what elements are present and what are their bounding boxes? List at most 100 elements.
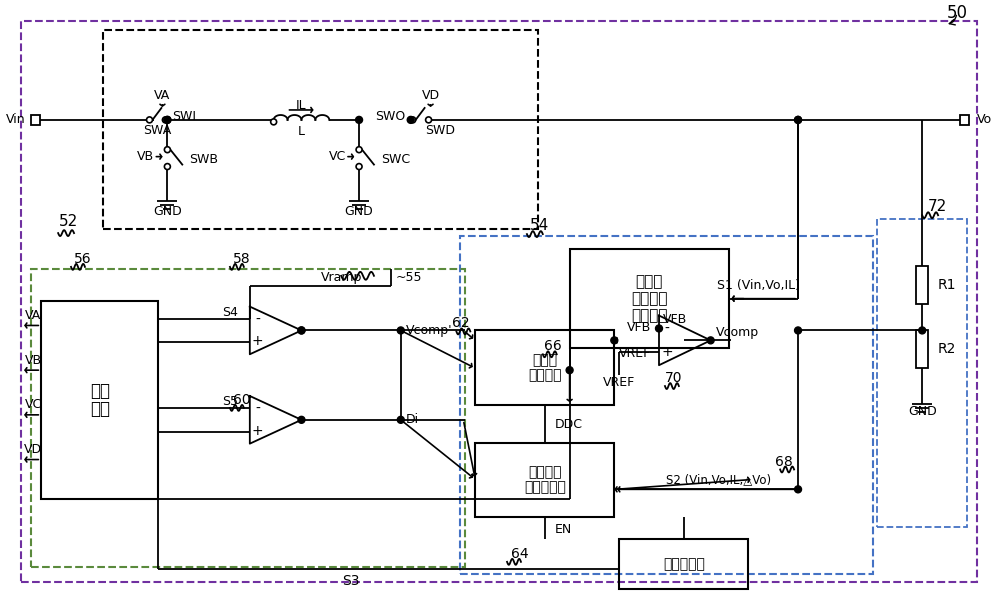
Bar (475, 330, 614, 405)
Text: VA: VA (25, 309, 41, 322)
Bar (570, 249, 729, 348)
Text: 脉冲省略: 脉冲省略 (631, 308, 667, 323)
Text: +: + (661, 345, 673, 359)
Text: Di: Di (406, 413, 419, 426)
Text: Vin: Vin (6, 113, 25, 127)
Text: L: L (298, 125, 305, 139)
Circle shape (795, 486, 802, 493)
Circle shape (298, 327, 305, 334)
Text: VB: VB (25, 354, 42, 367)
Bar (103, 30, 538, 229)
Text: VREF: VREF (619, 347, 651, 360)
Text: EN: EN (555, 522, 572, 536)
Bar (916, 330, 928, 368)
Text: S1 (Vin,Vo,IL): S1 (Vin,Vo,IL) (717, 279, 800, 293)
Circle shape (164, 116, 171, 124)
Text: 60: 60 (233, 393, 251, 407)
Text: 72: 72 (927, 199, 947, 214)
Bar (31, 115, 40, 125)
Circle shape (611, 337, 618, 344)
Circle shape (271, 119, 277, 125)
Text: 侦测器: 侦测器 (635, 274, 663, 289)
Circle shape (795, 116, 802, 124)
Text: SWD: SWD (426, 124, 456, 137)
Text: SWB: SWB (189, 153, 218, 166)
Text: 补偿器: 补偿器 (532, 353, 557, 367)
Circle shape (397, 416, 404, 423)
Text: +: + (252, 334, 264, 349)
Text: S3: S3 (342, 574, 360, 587)
Text: VD: VD (24, 443, 42, 456)
Text: S2 (Vin,Vo,IL,△Vo): S2 (Vin,Vo,IL,△Vo) (666, 473, 771, 486)
Text: 56: 56 (74, 252, 92, 266)
Text: 52: 52 (58, 214, 78, 229)
Text: 62: 62 (452, 316, 469, 331)
Text: 模式选择器: 模式选择器 (663, 557, 705, 571)
Circle shape (407, 116, 414, 124)
Text: 动态工作周: 动态工作周 (524, 481, 566, 494)
Text: GND: GND (153, 205, 182, 218)
Text: SWA: SWA (143, 124, 172, 137)
Text: 50: 50 (946, 4, 967, 21)
Text: VREF: VREF (603, 376, 635, 389)
Text: -: - (255, 312, 260, 327)
Text: 工作周期: 工作周期 (528, 368, 562, 382)
Text: VFB: VFB (663, 313, 687, 326)
Bar (619, 539, 748, 589)
Text: R1: R1 (938, 278, 956, 292)
Bar (916, 266, 928, 304)
Text: SWC: SWC (381, 153, 410, 166)
Circle shape (356, 116, 363, 124)
Bar (960, 115, 969, 125)
Circle shape (162, 117, 168, 123)
Text: VB: VB (137, 150, 154, 163)
Circle shape (356, 164, 362, 170)
Text: 58: 58 (233, 252, 251, 266)
Text: 电路: 电路 (90, 381, 110, 400)
Text: 54: 54 (530, 218, 549, 233)
Text: SWI: SWI (172, 110, 196, 124)
Text: ~55: ~55 (396, 271, 422, 284)
Text: VFB: VFB (627, 321, 651, 334)
Text: DDC: DDC (555, 418, 583, 431)
Text: Vcomp: Vcomp (716, 326, 759, 339)
Circle shape (566, 367, 573, 374)
Text: VC: VC (329, 150, 346, 163)
Bar (877, 219, 967, 527)
Text: Vcomp': Vcomp' (406, 324, 452, 337)
Circle shape (298, 416, 305, 423)
Text: GND: GND (908, 405, 937, 418)
Circle shape (164, 147, 170, 153)
Text: 66: 66 (544, 339, 562, 353)
Bar (31, 269, 465, 567)
Circle shape (147, 117, 152, 123)
Text: 68: 68 (775, 454, 793, 469)
Circle shape (707, 337, 714, 344)
Circle shape (164, 164, 170, 170)
Bar (460, 236, 873, 574)
Circle shape (298, 327, 305, 334)
Text: +: + (252, 424, 264, 438)
Bar (475, 442, 614, 517)
Text: 期产生器: 期产生器 (528, 465, 562, 479)
Text: Vo: Vo (977, 113, 992, 127)
Text: VA: VA (154, 88, 171, 101)
Text: VC: VC (25, 398, 42, 411)
Text: GND: GND (345, 205, 373, 218)
Text: -: - (255, 402, 260, 416)
Text: -: - (665, 322, 669, 336)
Circle shape (356, 147, 362, 153)
Circle shape (656, 325, 662, 332)
Text: 模式箱制: 模式箱制 (631, 291, 667, 306)
Text: IL: IL (296, 100, 307, 112)
Text: SWO: SWO (375, 110, 406, 124)
Circle shape (795, 327, 802, 334)
Text: VD: VD (422, 88, 440, 101)
Text: R2: R2 (938, 342, 956, 356)
Bar (41, 301, 158, 499)
Circle shape (397, 327, 404, 334)
Text: Vramp: Vramp (320, 271, 362, 284)
Text: S5: S5 (222, 395, 238, 408)
Text: 逻辑: 逻辑 (90, 400, 110, 418)
Circle shape (795, 116, 802, 124)
